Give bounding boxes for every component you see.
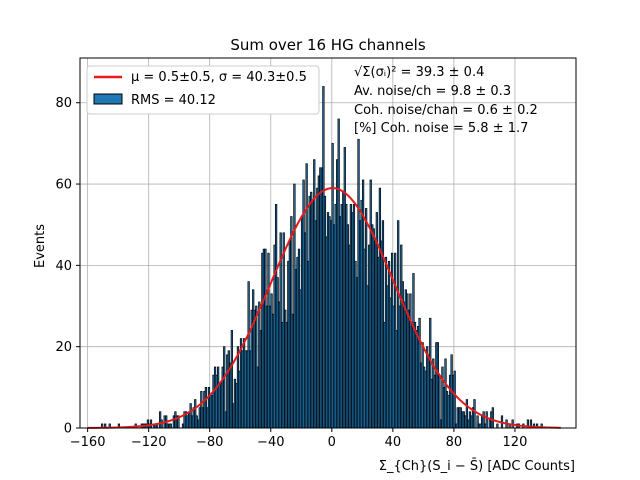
gaussian-fit-curve (87, 187, 561, 429)
y-tick-label: 60 (55, 178, 72, 193)
x-tick-label: −40 (257, 435, 284, 450)
plot-frame (79, 57, 577, 429)
histogram-bar (453, 370, 456, 429)
legend: μ = 0.5±0.5, σ = 40.3±0.5 RMS = 40.12 (86, 65, 320, 115)
stat-coherent-noise: Coh. noise/chan = 0.6 ± 0.2 (354, 103, 538, 118)
stat-avg-noise: Av. noise/ch = 9.8 ± 0.3 (354, 84, 511, 99)
legend-box (86, 65, 320, 115)
histogram-bar (169, 423, 172, 429)
x-axis-label: Σ_{Ch}(S_i − S̄) [ADC Counts] (379, 459, 575, 474)
y-axis-ticks: 0 20 40 60 80 (55, 96, 80, 437)
legend-fit-label: μ = 0.5±0.5, σ = 40.3±0.5 (131, 70, 307, 85)
x-tick-label: 0 (328, 435, 336, 450)
x-tick-label: −160 (70, 435, 106, 450)
y-axis-label: Events (33, 224, 48, 268)
legend-rms-label: RMS = 40.12 (131, 93, 216, 108)
histogram-bar (496, 423, 499, 429)
histogram-bar (473, 399, 476, 429)
y-tick-label: 0 (64, 422, 72, 437)
stat-total-noise: √Σ(σᵢ)² = 39.3 ± 0.4 (354, 65, 484, 80)
x-tick-label: 40 (385, 435, 402, 450)
x-tick-label: 80 (446, 435, 463, 450)
y-tick-label: 40 (55, 259, 72, 274)
histogram-bar (491, 407, 494, 429)
histogram-bar (485, 411, 488, 429)
legend-rms-swatch (93, 93, 123, 105)
x-tick-label: 120 (503, 435, 528, 450)
y-tick-label: 80 (55, 96, 72, 111)
chart-title: Sum over 16 HG channels (230, 36, 426, 54)
noise-stats-annotation: √Σ(σᵢ)² = 39.3 ± 0.4 Av. noise/ch = 9.8 … (354, 65, 538, 136)
stat-coherent-percent: [%] Coh. noise = 5.8 ± 1.7 (354, 121, 528, 136)
x-tick-label: −80 (196, 435, 223, 450)
histogram-bars (101, 86, 543, 429)
x-tick-label: −120 (131, 435, 167, 450)
x-axis-ticks: −160 −120 −80 −40 0 40 80 120 (70, 428, 528, 450)
y-tick-label: 20 (55, 340, 72, 355)
